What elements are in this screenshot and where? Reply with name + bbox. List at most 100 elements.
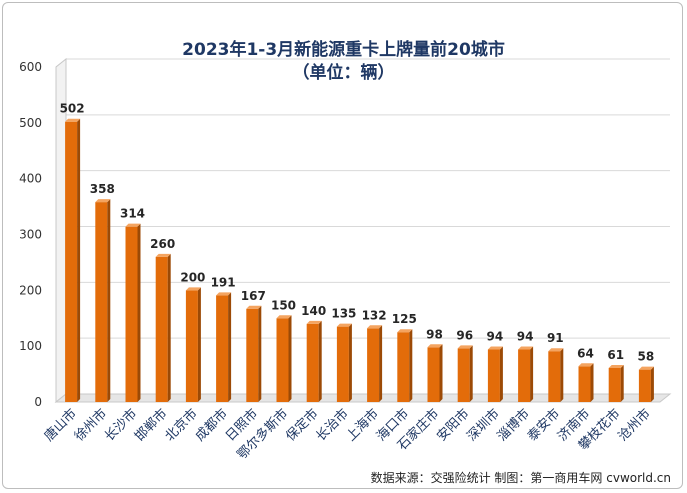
x-tick-label: 淄博市	[494, 406, 533, 445]
bar-top	[427, 344, 443, 348]
x-tick-label: 长治市	[313, 406, 352, 445]
bar	[427, 347, 440, 402]
bar-top	[367, 325, 383, 329]
bar-top	[518, 346, 534, 350]
y-tick-label: 500	[19, 116, 42, 130]
bar-side	[379, 325, 383, 402]
data-label: 200	[180, 270, 205, 284]
bar	[155, 256, 168, 402]
bar	[457, 348, 470, 402]
bar	[518, 349, 531, 402]
bar-top	[608, 364, 624, 368]
bar	[487, 349, 500, 402]
gridline	[55, 58, 670, 68]
data-label: 132	[362, 308, 387, 322]
data-label: 125	[392, 312, 417, 326]
data-label: 61	[607, 348, 624, 362]
bar-side	[137, 223, 141, 402]
data-label: 94	[487, 330, 504, 344]
bar-top	[336, 323, 352, 327]
bar-side	[499, 346, 503, 402]
x-tick-label: 唐山市	[41, 406, 80, 445]
y-tick-label: 100	[19, 339, 42, 353]
bar-top	[578, 363, 594, 367]
x-tick-label: 泰安市	[524, 406, 563, 445]
gridline	[55, 114, 670, 124]
data-label: 150	[271, 298, 296, 312]
data-label: 502	[60, 102, 85, 116]
bar-top	[276, 315, 292, 319]
chart-subtitle: （单位：辆）	[292, 63, 395, 83]
x-tick-label: 安阳市	[434, 406, 473, 445]
bar	[397, 332, 410, 402]
bar-side	[197, 287, 201, 402]
y-tick-label: 200	[19, 283, 42, 297]
bar-side	[439, 344, 443, 402]
bar-side	[288, 315, 292, 402]
x-tick-label: 徐州市	[71, 406, 110, 445]
bar-top	[246, 305, 262, 309]
bar	[125, 226, 138, 402]
bar-side	[228, 292, 232, 402]
gridline	[55, 281, 670, 291]
bar-top	[125, 223, 141, 227]
gridline	[55, 226, 670, 235]
bar-side	[318, 320, 322, 402]
bar-side	[348, 323, 352, 402]
bar-top	[487, 346, 503, 350]
bar-side	[107, 199, 111, 402]
x-tick-label: 沧州市	[615, 406, 654, 445]
bar-side	[560, 348, 564, 402]
x-tick-label: 深圳市	[464, 406, 503, 445]
bar-top	[65, 118, 81, 122]
bar-side	[530, 346, 534, 402]
gridline	[55, 170, 670, 180]
bar-top	[638, 366, 654, 370]
y-tick-label: 600	[19, 60, 42, 74]
bar	[608, 367, 621, 402]
data-label: 191	[211, 275, 236, 289]
data-label: 94	[517, 330, 534, 344]
bar-side	[409, 329, 413, 402]
bar	[216, 295, 229, 402]
bar-top	[185, 287, 201, 291]
bar-top	[397, 329, 413, 333]
source-note: 数据来源：交强险统计 制图：第一商用车网 cvworld.cn	[370, 471, 671, 485]
bar-top	[95, 199, 111, 203]
x-tick-label: 保定市	[283, 406, 322, 445]
data-label: 135	[331, 307, 356, 321]
bar	[246, 308, 259, 402]
bar-side	[258, 305, 262, 402]
bar	[367, 328, 380, 402]
data-label: 314	[120, 207, 145, 221]
data-label: 91	[547, 331, 564, 345]
bar	[578, 366, 591, 402]
data-label: 358	[90, 182, 115, 196]
data-label: 96	[456, 328, 473, 342]
x-tick-label: 长沙市	[101, 406, 140, 445]
data-label: 64	[577, 346, 594, 360]
bar-top	[548, 348, 564, 352]
bar	[638, 369, 651, 402]
bar	[95, 202, 108, 402]
floor	[54, 393, 672, 403]
chart-frame	[2, 2, 683, 489]
data-label: 167	[241, 289, 266, 303]
data-label: 260	[150, 237, 175, 251]
bar	[65, 121, 78, 402]
x-tick-label: 上海市	[343, 406, 382, 445]
bar-top	[457, 345, 473, 349]
bar	[276, 318, 289, 402]
bar-top	[216, 292, 232, 296]
bar-top	[155, 253, 171, 257]
bar	[336, 326, 349, 402]
bar-side	[77, 118, 81, 402]
bar-side	[620, 364, 624, 402]
y-tick-label: 300	[19, 228, 42, 242]
bar	[306, 323, 319, 402]
bar-side	[167, 253, 171, 402]
data-label: 98	[426, 327, 443, 341]
data-label: 140	[301, 304, 326, 318]
data-label: 58	[638, 350, 655, 364]
